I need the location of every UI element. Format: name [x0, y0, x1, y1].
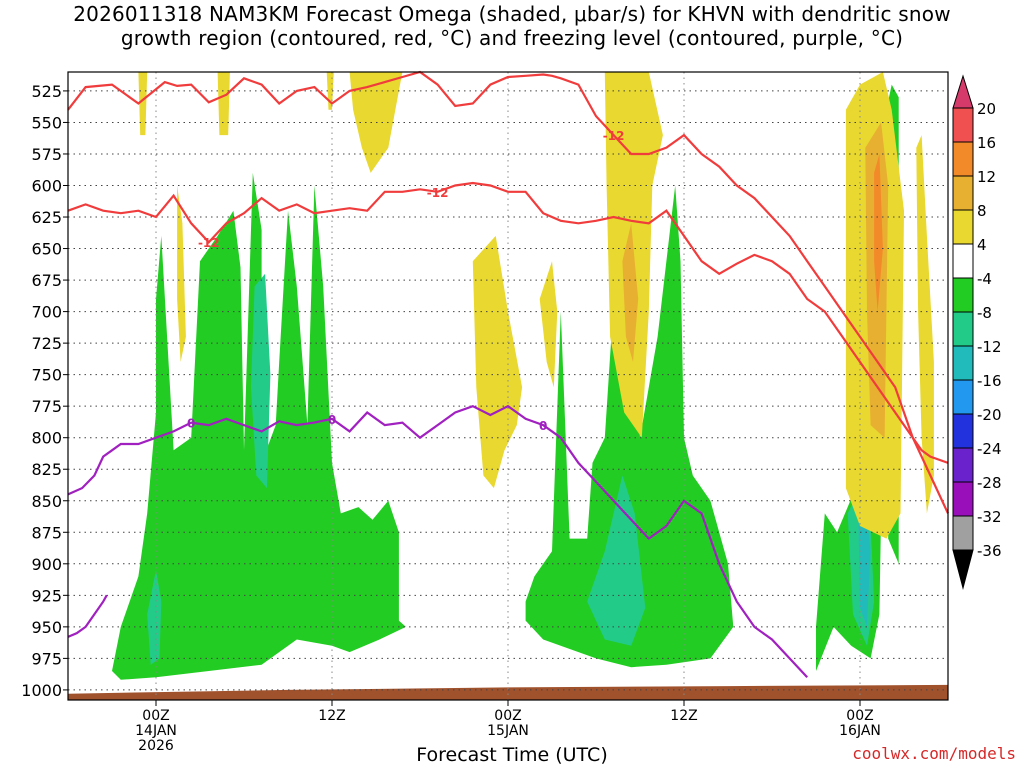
colorbar-label-6: -8	[977, 304, 992, 322]
colorbar-label-10: -24	[977, 440, 1002, 458]
colorbar-label-1: 16	[977, 134, 996, 152]
omega-region-sink-15jan	[472, 235, 523, 489]
colorbar-swatch-13	[952, 515, 974, 551]
omega-region-sink-14jan-c	[138, 72, 148, 136]
ytick-label-1000: 1000	[21, 681, 62, 700]
colorbar-swatch-2	[952, 141, 974, 177]
ytick-label-925: 925	[31, 586, 62, 605]
ytick-label-700: 700	[31, 303, 62, 322]
colorbar-swatch-12	[952, 481, 974, 517]
ground-surface	[68, 684, 948, 700]
omega-region-sink-16jan-right	[916, 135, 934, 514]
ytick-label-900: 900	[31, 555, 62, 574]
ytick-label-650: 650	[31, 240, 62, 259]
xtick-label-0-2: 2026	[138, 738, 174, 754]
xtick-label-10-0: 12Z	[318, 708, 345, 724]
colorbar-arrow-top	[952, 74, 974, 109]
ytick-label-975: 975	[31, 649, 62, 668]
ytick-label-625: 625	[31, 208, 62, 227]
site-credit: coolwx.com/models	[852, 744, 1016, 763]
ytick-label-875: 875	[31, 523, 62, 542]
colorbar-label-4: 4	[977, 236, 987, 254]
ytick-label-575: 575	[31, 145, 62, 164]
xtick-label-40-0: 00Z	[846, 708, 873, 724]
freezing-contour-label-2: 0	[539, 419, 547, 433]
colorbar-swatch-9	[952, 379, 974, 415]
ytick-label-825: 825	[31, 460, 62, 479]
chart-title: 2026011318 NAM3KM Forecast Omega (shaded…	[0, 2, 1024, 50]
freezing-contour-lower	[67, 594, 108, 638]
colorbar-swatch-6	[952, 277, 974, 313]
dgz-contour-upper	[67, 70, 949, 464]
chart-title-line2: growth region (contoured, red, °C) and f…	[120, 26, 904, 50]
omega-region-sink-14jan-a	[177, 185, 186, 362]
colorbar-label-3: 8	[977, 202, 987, 220]
colorbar-swatch-1	[952, 107, 974, 143]
ytick-label-850: 850	[31, 492, 62, 511]
freezing-contour-label-0: 0	[187, 417, 195, 431]
omega-region-peak-sink-16jan	[874, 154, 883, 312]
colorbar-arrow-bottom	[952, 549, 974, 590]
omega-region-strong-sink-15jan	[622, 223, 639, 362]
ytick-label-725: 725	[31, 334, 62, 353]
colorbar-label-2: 12	[977, 168, 996, 186]
dgz-contour-lower	[67, 181, 949, 514]
omega-colorbar: 20 16 12 8 4 -4 -8 -12 -16 -20 -24 -28 -32 -36	[952, 74, 1002, 590]
x-axis-title: Forecast Time (UTC)	[416, 744, 608, 766]
pressure-axis: 525 550 575 600 625 650 675 700 725 750 775 800 825 8…	[21, 82, 68, 700]
dgz-contour-lower-label-1: -12	[427, 186, 449, 200]
colorbar-swatch-10	[952, 413, 974, 449]
ytick-label-675: 675	[31, 271, 62, 290]
omega-region-lift-core-14jan-a	[147, 570, 162, 665]
ytick-label-950: 950	[31, 618, 62, 637]
colorbar-label-13: -36	[977, 542, 1002, 560]
omega-region-sink-15jan-mid	[539, 261, 558, 388]
omega-region-lift-band-15jan	[525, 185, 734, 668]
colorbar-swatch-3	[952, 175, 974, 211]
colorbar-swatch-4	[952, 209, 974, 245]
terrain-ground	[68, 684, 948, 700]
xtick-label-20-0: 00Z	[494, 708, 521, 724]
colorbar-label-9: -20	[977, 406, 1002, 424]
colorbar-label-5: -4	[977, 270, 992, 288]
colorbar-swatch-8	[952, 345, 974, 381]
xtick-label-0-0: 00Z	[142, 708, 169, 724]
xtick-label-0-1: 14JAN	[135, 723, 177, 739]
chart-title-line1: 2026011318 NAM3KM Forecast Omega (shaded…	[73, 2, 951, 26]
xtick-label-20-1: 15JAN	[487, 723, 529, 739]
colorbar-label-8: -16	[977, 372, 1002, 390]
contours: -12 -12 -12 0 0 0	[67, 70, 949, 679]
ytick-label-600: 600	[31, 176, 62, 195]
freezing-contour-label-1: 0	[328, 413, 336, 427]
freezing-contour	[67, 404, 809, 679]
omega-shading	[112, 72, 934, 680]
xtick-label-40-1: 16JAN	[839, 723, 881, 739]
colorbar-label-12: -32	[977, 508, 1002, 526]
colorbar-label-0: 20	[977, 100, 996, 118]
colorbar-swatch-7	[952, 311, 974, 347]
colorbar-label-11: -28	[977, 474, 1002, 492]
omega-region-sink-14jan-b	[217, 72, 230, 136]
xtick-label-30-0: 12Z	[670, 708, 697, 724]
colorbar-swatch-11	[952, 447, 974, 483]
ytick-label-550: 550	[31, 113, 62, 132]
ytick-label-525: 525	[31, 82, 62, 101]
omega-region-lift-core-14jan-b	[251, 273, 271, 489]
ytick-label-775: 775	[31, 397, 62, 416]
ytick-label-750: 750	[31, 366, 62, 385]
ytick-label-800: 800	[31, 429, 62, 448]
dgz-contour-upper-label-0: -12	[603, 129, 625, 143]
dgz-contour-lower-label-0: -12	[198, 236, 220, 250]
colorbar-label-7: -12	[977, 338, 1002, 356]
colorbar-swatch-5	[952, 243, 974, 279]
